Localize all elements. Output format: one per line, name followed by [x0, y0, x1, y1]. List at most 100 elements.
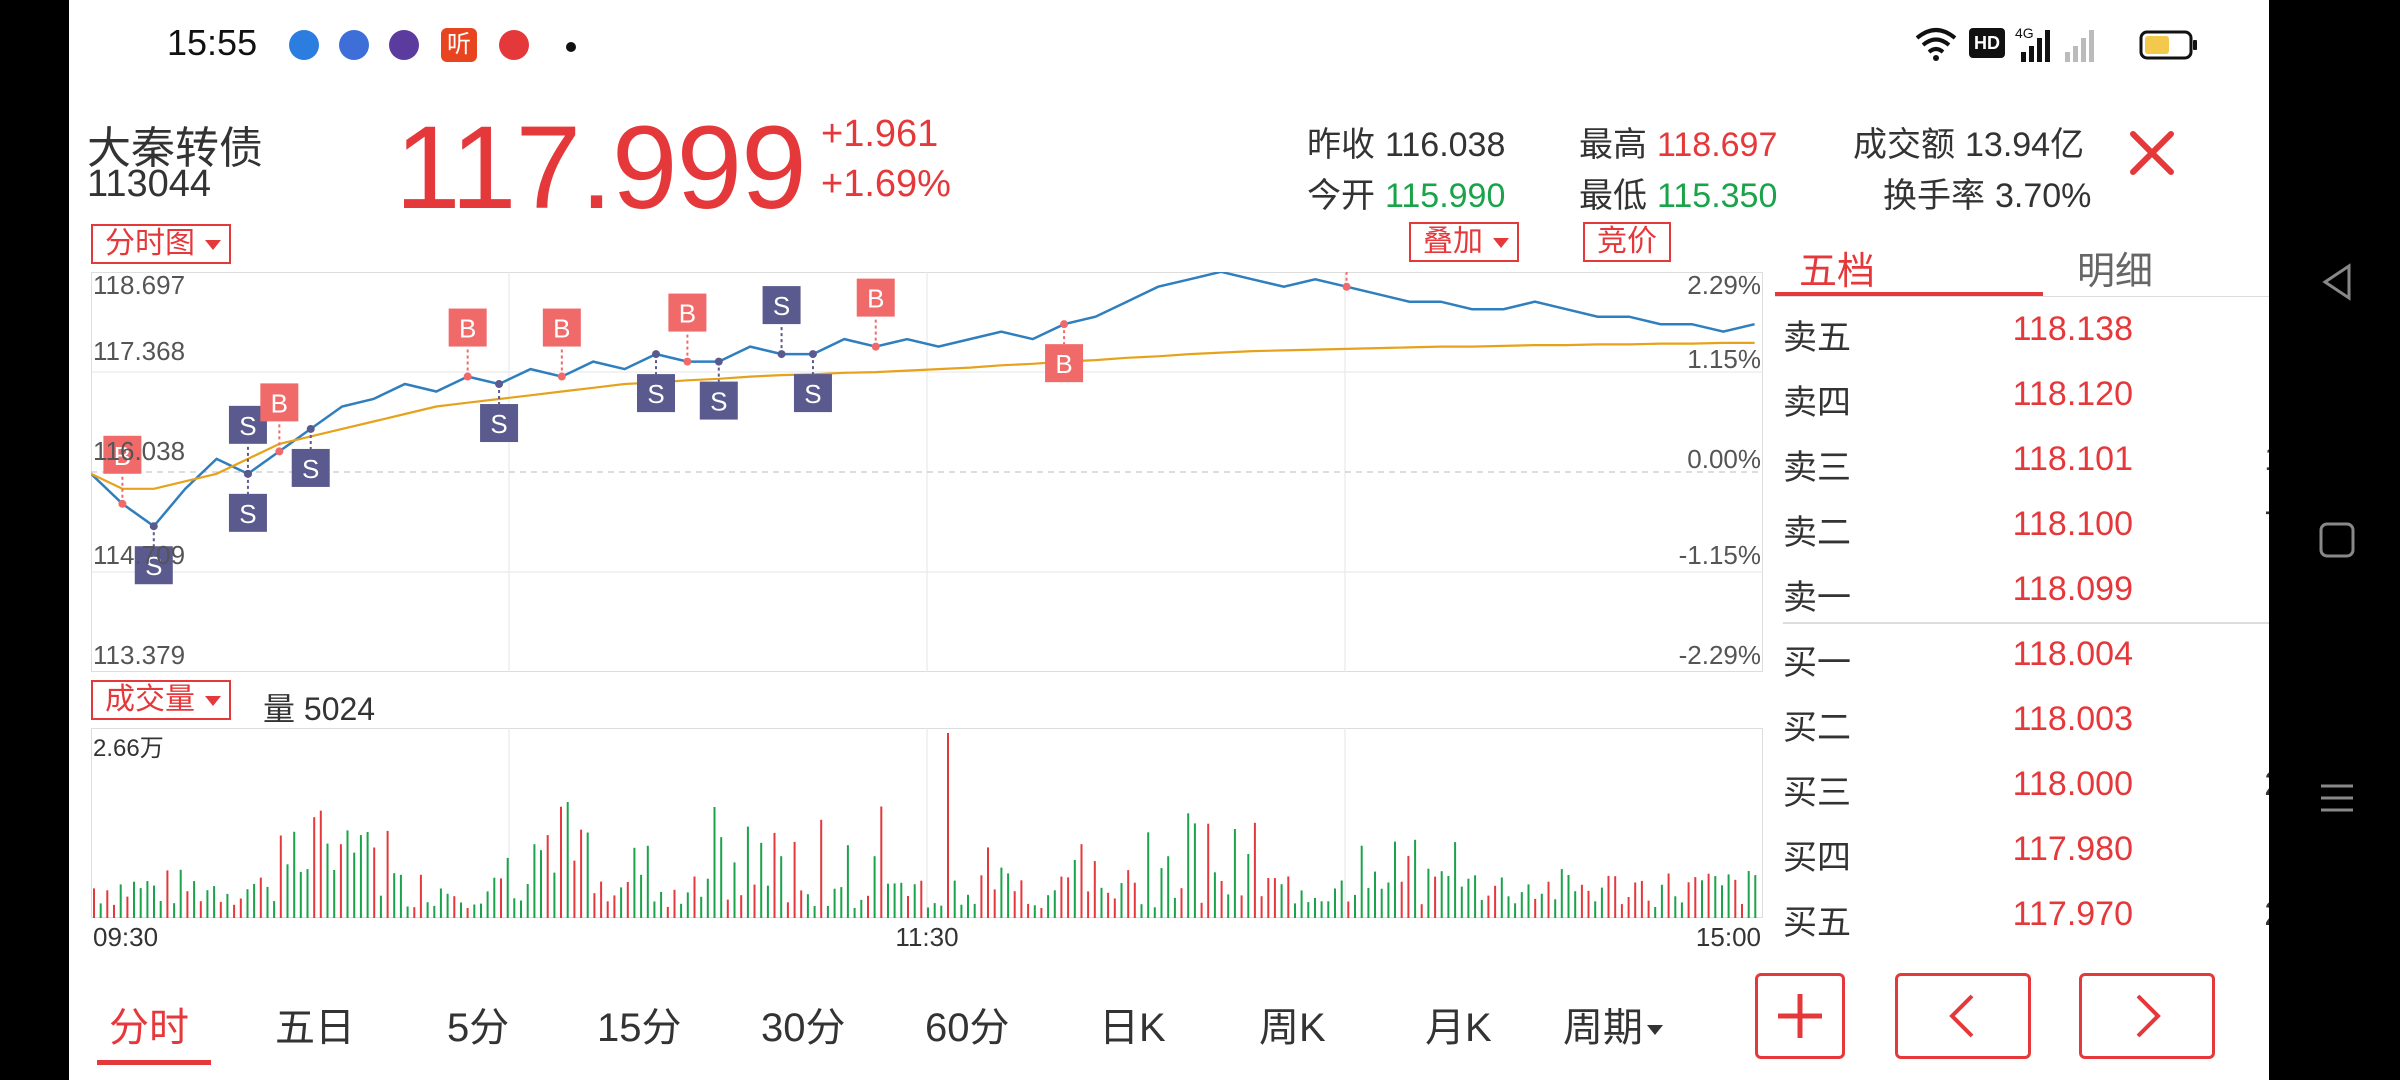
volume-chart: 2.66万 09:30 11:30 15:00 [91, 728, 1763, 952]
app-icon [389, 30, 419, 60]
volume-bar [1100, 887, 1103, 918]
period-tab-3[interactable]: 15分 [597, 1006, 682, 1050]
volume-bar [1547, 881, 1550, 918]
volume-bar [500, 878, 502, 918]
period-tab-0[interactable]: 分时 [109, 1006, 189, 1050]
volume-bar [326, 843, 329, 918]
volume-bar [1173, 897, 1176, 918]
level-label: 卖二 [1783, 514, 1851, 552]
volume-bar [1280, 884, 1283, 918]
volume-bar [600, 881, 603, 918]
volume-bar [159, 901, 162, 918]
volume-bar [666, 906, 669, 918]
volume-bar [1153, 907, 1156, 918]
volume-bar [366, 832, 369, 918]
volume-bar [1020, 880, 1023, 918]
level-label: 买一 [1783, 644, 1851, 682]
ask-row[interactable]: 卖二 118.100 747 [1783, 493, 2269, 555]
period-tab-4[interactable]: 30分 [761, 1006, 846, 1050]
period-tab-9[interactable]: 周期 [1563, 995, 1663, 1053]
volume-bar [1540, 893, 1543, 918]
auction-button[interactable]: 竞价 [1583, 222, 1671, 262]
volume-select[interactable]: 成交量 [91, 680, 231, 720]
volume-bar [246, 889, 249, 918]
home-nav-icon[interactable] [2317, 520, 2357, 560]
period-tab-8[interactable]: 月K [1425, 1006, 1492, 1050]
volume-bar [780, 856, 783, 918]
volume-bar [760, 842, 763, 918]
ask-row[interactable]: 卖三 118.101 100 [1783, 428, 2269, 490]
volume-bar [1580, 884, 1583, 918]
bid-row[interactable]: 买五 117.970 201 [1783, 883, 2269, 945]
close-icon[interactable] [2127, 128, 2177, 178]
overlay-select[interactable]: 叠加 [1409, 222, 1519, 262]
volume-bar [927, 907, 929, 918]
volume-bar [1067, 877, 1070, 918]
level-price: 118.004 [2012, 635, 2133, 673]
volume-bar [306, 869, 309, 918]
marker-label: S [647, 379, 664, 409]
marker-buy [856, 278, 895, 317]
volume-bar [1300, 890, 1303, 918]
volume-bar [1287, 876, 1290, 918]
level-label: 卖一 [1783, 579, 1851, 617]
tab-details[interactable]: 明细 [2077, 251, 2154, 293]
back-nav-icon[interactable] [2317, 262, 2357, 302]
volume-bar [179, 869, 182, 918]
marker-dot [275, 447, 284, 456]
volume-bar [580, 829, 583, 918]
volume-bar [1273, 878, 1276, 918]
volume-bar [726, 899, 729, 918]
volume-bar [1480, 899, 1483, 918]
period-tab-5[interactable]: 60分 [925, 1006, 1010, 1050]
volume-bar [686, 892, 689, 918]
volume-bar [800, 890, 803, 918]
volume-bar [993, 889, 996, 918]
volume-bar [1120, 883, 1123, 918]
period-tab-7[interactable]: 周K [1259, 1006, 1326, 1050]
period-tab-1[interactable]: 五日 [275, 1006, 355, 1050]
prev-stock-button[interactable] [1895, 973, 2031, 1059]
bid-row[interactable]: 买三 118.000 230 [1783, 753, 2269, 815]
period-tab-2[interactable]: 5分 [447, 1006, 510, 1050]
volume-bar [793, 841, 796, 918]
volume-bar [913, 884, 916, 918]
volume-bar [1093, 861, 1096, 918]
volume-bar [1040, 908, 1043, 918]
volume-bar [713, 807, 716, 918]
volume-max-label: 2.66万 [93, 735, 164, 762]
volume-bar [586, 832, 589, 918]
volume-bar [1434, 876, 1437, 918]
volume-bar [1654, 907, 1657, 918]
level-label: 买三 [1783, 774, 1851, 812]
volume-bar [113, 904, 115, 918]
marker-dot [557, 372, 566, 381]
low-stat: 最低 115.350 [1579, 177, 1778, 215]
add-watchlist-button[interactable] [1755, 973, 1845, 1059]
volume-bar [486, 891, 489, 918]
volume-bar [319, 810, 322, 918]
tab-order-book[interactable]: 五档 [1799, 251, 1876, 293]
view-select[interactable]: 分时图 [91, 224, 231, 264]
volume-bar [473, 904, 476, 918]
volume-bar [406, 906, 409, 918]
volume-bar [1741, 904, 1743, 918]
intraday-chart[interactable]: BSSSBSBSBSBSSSBBB118.697117.368116.03811… [91, 272, 1763, 672]
marker-label: B [679, 299, 696, 329]
volume-bar [1560, 869, 1563, 918]
volume-bar [259, 877, 262, 918]
volume-bar [153, 885, 155, 918]
volume-bar [987, 847, 989, 918]
volume-bar [1233, 829, 1236, 918]
next-stock-button[interactable] [2079, 973, 2215, 1059]
menu-nav-icon[interactable] [2317, 778, 2357, 818]
period-tab-6[interactable]: 日K [1099, 1006, 1166, 1050]
marker-dot [714, 357, 723, 366]
volume-bar [1554, 899, 1557, 918]
